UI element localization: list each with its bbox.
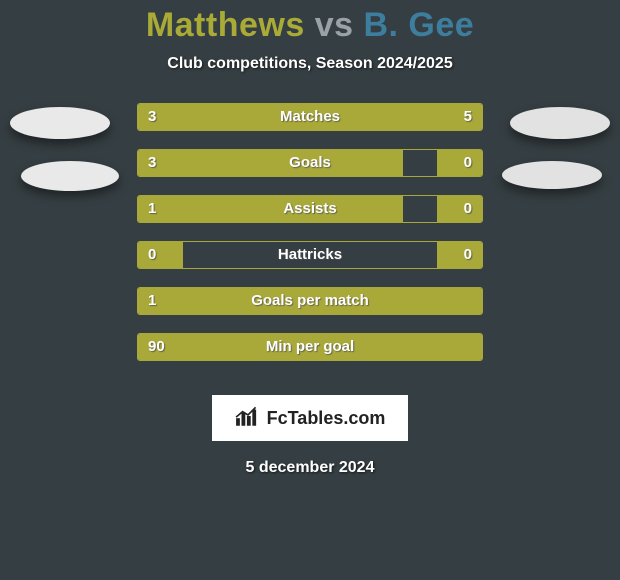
brand-text: FcTables.com	[267, 408, 386, 429]
brand-logo: FcTables.com	[212, 395, 408, 441]
player1-name: Matthews	[146, 6, 305, 44]
team-badge-right-2	[502, 161, 602, 189]
infographic-root: Matthews vs B. Gee Club competitions, Se…	[0, 0, 620, 477]
team-badge-left-2	[21, 161, 119, 191]
page-title: Matthews vs B. Gee	[0, 6, 620, 45]
stat-value-right: 0	[454, 242, 482, 268]
stat-value-left: 1	[138, 288, 166, 314]
stats-list: 35Matches30Goals10Assists00Hattricks1Goa…	[137, 103, 483, 379]
stat-value-left: 3	[138, 150, 166, 176]
stat-value-right: 0	[454, 150, 482, 176]
bars-icon	[235, 404, 261, 433]
stat-row: 1Goals per match	[137, 287, 483, 315]
stat-value-right: 5	[454, 104, 482, 130]
stat-value-left: 90	[138, 334, 175, 360]
stat-row: 90Min per goal	[137, 333, 483, 361]
stat-value-left: 3	[138, 104, 166, 130]
subtitle: Club competitions, Season 2024/2025	[0, 55, 620, 73]
stat-value-right: 0	[454, 196, 482, 222]
stat-fill-left	[138, 150, 403, 176]
date-text: 5 december 2024	[0, 459, 620, 477]
stat-label: Hattricks	[138, 242, 482, 268]
stat-row: 30Goals	[137, 149, 483, 177]
stat-row: 0 0Hattricks	[137, 241, 483, 269]
stats-area: 35Matches30Goals10Assists00Hattricks1Goa…	[0, 103, 620, 393]
stat-fill-left	[138, 288, 482, 314]
stat-row: 10Assists	[137, 195, 483, 223]
stat-fill-right	[262, 104, 482, 130]
vs-text: vs	[315, 6, 354, 44]
stat-fill-left	[138, 334, 482, 360]
stat-value-left: 0	[138, 242, 166, 268]
stat-fill-left	[138, 196, 403, 222]
team-badge-right-1	[510, 107, 610, 139]
team-badge-left-1	[10, 107, 110, 139]
player2-name: B. Gee	[363, 6, 474, 44]
stat-value-left: 1	[138, 196, 166, 222]
stat-row: 35Matches	[137, 103, 483, 131]
